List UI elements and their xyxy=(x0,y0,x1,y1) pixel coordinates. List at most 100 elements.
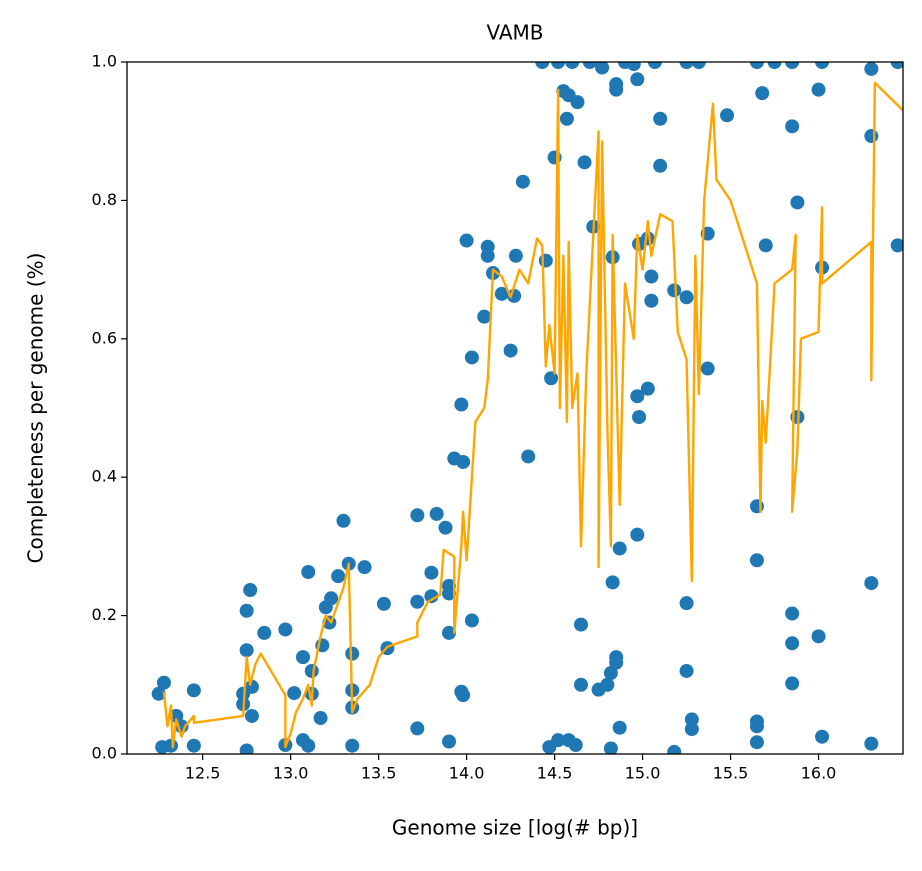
axes-frame xyxy=(126,61,904,755)
scatter-point xyxy=(438,520,453,535)
scatter-point xyxy=(410,594,425,609)
y-tick-label: 0.0 xyxy=(92,744,117,763)
scatter-point xyxy=(456,454,471,469)
scatter-point xyxy=(544,371,559,386)
scatter-point xyxy=(667,744,682,754)
scatter-point xyxy=(577,155,592,170)
scatter-point xyxy=(295,650,310,665)
scatter-point xyxy=(864,129,879,144)
scatter-point xyxy=(163,738,178,753)
scatter-point xyxy=(464,613,479,628)
scatter-point xyxy=(301,738,316,753)
scatter-point xyxy=(864,62,879,76)
scatter-point xyxy=(244,708,259,723)
scatter-point xyxy=(644,293,659,308)
x-tick-label: 16.0 xyxy=(801,764,837,783)
scatter-point xyxy=(679,62,694,69)
scatter-point xyxy=(626,62,641,72)
scatter-point xyxy=(864,736,879,751)
scatter-point xyxy=(603,666,618,681)
scatter-point xyxy=(494,286,509,301)
scatter-point xyxy=(244,679,259,694)
scatter-point xyxy=(603,741,618,754)
scatter-point xyxy=(785,606,800,621)
y-tick-label: 0.2 xyxy=(92,605,117,624)
scatter-point xyxy=(785,636,800,651)
scatter-point xyxy=(410,721,425,736)
scatter-point xyxy=(605,575,620,590)
scatter-point xyxy=(609,655,624,670)
scatter-point xyxy=(612,541,627,556)
x-tick-label: 13.0 xyxy=(273,764,309,783)
scatter-point xyxy=(257,625,272,640)
scatter-point xyxy=(785,119,800,134)
scatter-point xyxy=(313,711,328,726)
scatter-point xyxy=(551,62,566,69)
scatter-point xyxy=(429,506,444,521)
y-tick-label: 0.8 xyxy=(92,190,117,209)
x-tick-label: 15.5 xyxy=(713,764,749,783)
scatter-point xyxy=(301,565,316,580)
scatter-point xyxy=(632,409,647,424)
scatter-point xyxy=(239,743,254,754)
scatter-point xyxy=(336,513,351,528)
scatter-point xyxy=(815,729,830,744)
x-tick-label: 15.0 xyxy=(625,764,661,783)
scatter-point xyxy=(679,663,694,678)
scatter-point xyxy=(515,174,530,189)
scatter-point xyxy=(785,62,800,69)
scatter-point xyxy=(630,72,645,87)
scatter-point xyxy=(357,560,372,575)
scatter-point xyxy=(424,589,439,604)
scatter-point xyxy=(424,565,439,580)
scatter-point xyxy=(679,596,694,611)
scatter-point xyxy=(324,591,339,606)
scatter-point xyxy=(667,283,682,298)
scatter-point xyxy=(720,108,735,123)
scatter-point xyxy=(538,253,553,268)
x-tick-label: 13.5 xyxy=(361,764,397,783)
scatter-point xyxy=(243,582,258,597)
scatter-point xyxy=(630,527,645,542)
scatter-point xyxy=(640,231,655,246)
scatter-point xyxy=(679,290,694,305)
y-tick-label: 1.0 xyxy=(92,52,117,71)
scatter-point xyxy=(890,62,903,69)
scatter-point xyxy=(630,389,645,404)
scatter-point xyxy=(345,738,360,753)
x-tick-label: 14.0 xyxy=(449,764,485,783)
scatter-point xyxy=(331,569,346,584)
y-tick-label: 0.6 xyxy=(92,328,117,347)
scatter-point xyxy=(700,361,715,376)
scatter-point xyxy=(551,733,566,748)
scatter-point xyxy=(647,62,662,69)
scatter-point xyxy=(691,62,706,69)
scatter-point xyxy=(573,617,588,632)
scatter-point xyxy=(811,82,826,97)
scatter-point xyxy=(239,643,254,658)
scatter-point xyxy=(573,677,588,692)
scatter-point xyxy=(749,735,764,750)
scatter-point xyxy=(864,576,879,591)
scatter-point xyxy=(684,712,699,727)
y-axis-label: Completeness per genome (%) xyxy=(24,253,48,564)
scatter-point xyxy=(376,596,391,611)
scatter-point xyxy=(758,238,773,253)
scatter-point xyxy=(156,675,171,690)
y-tick-label: 0.4 xyxy=(92,467,117,486)
chart-title: VAMB xyxy=(486,21,543,45)
scatter-point xyxy=(480,248,495,263)
x-tick-label: 12.5 xyxy=(185,764,221,783)
scatter-point xyxy=(640,381,655,396)
scatter-point xyxy=(345,646,360,661)
scatter-point xyxy=(785,676,800,691)
scatter-point xyxy=(612,720,627,735)
scatter-point xyxy=(815,62,830,69)
plot-area xyxy=(151,62,903,754)
scatter-point xyxy=(186,683,201,698)
scatter-point xyxy=(442,734,457,749)
scatter-point xyxy=(582,62,597,69)
scatter-point xyxy=(535,62,550,69)
